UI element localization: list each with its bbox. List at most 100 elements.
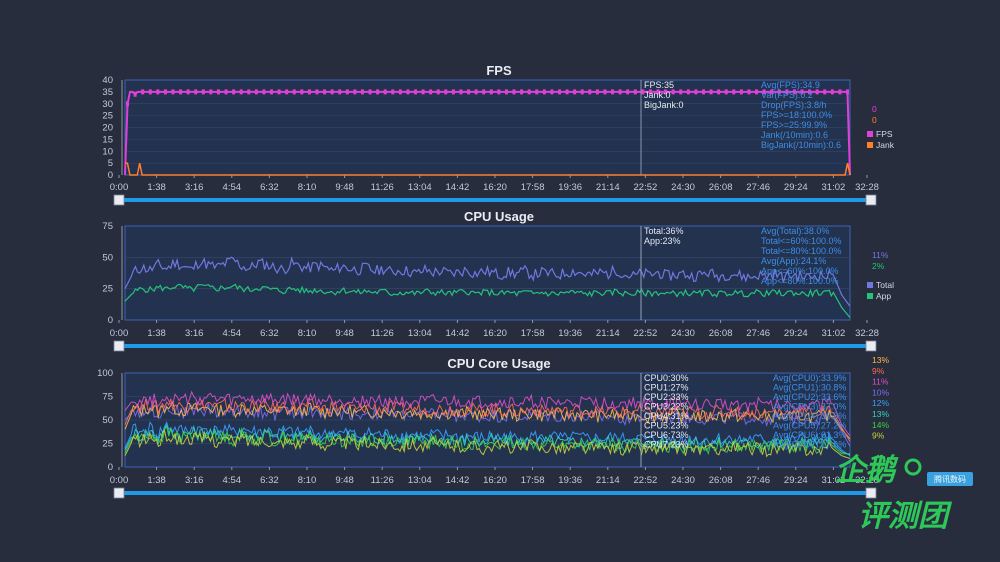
y-tick-label: 15 [102, 134, 113, 145]
fps-point [603, 89, 607, 95]
fps-point [664, 89, 668, 95]
x-tick-label: 24:30 [671, 475, 695, 486]
fps-point [338, 89, 342, 95]
core-slider-handle-left[interactable] [113, 487, 125, 499]
fps-point [201, 89, 205, 95]
x-tick-label: 6:32 [260, 182, 279, 193]
fps-point [777, 89, 781, 95]
cpu-slider-handle-left[interactable] [113, 340, 125, 352]
fps-stat-var: Var(FPS):0.2 [761, 90, 813, 100]
x-tick-label: 19:36 [558, 182, 582, 193]
fps-point [671, 89, 675, 95]
cpu-slider-handle-right[interactable] [865, 340, 877, 352]
cpu-usage-plot-area [124, 225, 851, 321]
y-tick-label: 0 [108, 462, 113, 473]
x-tick-label: 9:48 [335, 328, 354, 339]
core-stat-label: Avg(CPU5):27.2% [773, 421, 846, 431]
core-stat-label: Avg(CPU1):30.8% [773, 383, 846, 393]
fps-point [194, 89, 198, 95]
fps-point [808, 89, 812, 95]
fps-series-line [124, 90, 851, 176]
app-legend-swatch [867, 293, 873, 299]
core-cursor-label: CPU7:23% [644, 440, 689, 450]
x-tick-label: 14:42 [446, 475, 470, 486]
y-tick-label: 25 [102, 284, 113, 295]
x-tick-label: 16:20 [483, 328, 507, 339]
cpu-stat-avg-total: Avg(Total):38.0% [761, 226, 829, 236]
fps-slider-handle-right[interactable] [865, 194, 877, 206]
x-tick-label: 27:46 [746, 328, 770, 339]
core-right-value: 12% [872, 398, 889, 408]
core-cursor-label: CPU0:30% [644, 373, 689, 383]
x-tick-label: 16:20 [483, 475, 507, 486]
fps-point [823, 89, 827, 95]
fps-point [451, 89, 455, 95]
fps-range-slider[interactable] [113, 194, 877, 206]
x-tick-label: 6:32 [260, 475, 279, 486]
cpu-usage-range-slider[interactable] [113, 340, 877, 352]
cpu-core-line-cpu1 [124, 397, 851, 442]
fps-point [179, 89, 183, 95]
fps-point [520, 89, 524, 95]
fps-slider-track[interactable] [120, 198, 872, 202]
fps-point [595, 89, 599, 95]
fps-point [262, 89, 266, 95]
fps-point [724, 89, 728, 95]
cpu-core-line-cpu7 [124, 429, 851, 459]
core-right-value: 14% [872, 420, 889, 430]
x-tick-label: 8:10 [298, 328, 317, 339]
cpu-right-value-total: 11% [872, 250, 889, 260]
cpu-usage-legend[interactable]: Total App [867, 280, 894, 301]
y-tick-label: 0 [108, 170, 113, 181]
x-tick-label: 1:38 [147, 182, 166, 193]
fps-point [216, 89, 220, 95]
fps-point [762, 89, 766, 95]
fps-point [626, 89, 630, 95]
x-tick-label: 13:04 [408, 182, 432, 193]
core-slider-handle-right[interactable] [865, 487, 877, 499]
fps-right-value-fps: 0 [872, 104, 877, 114]
fps-point [838, 89, 842, 95]
cpu-slider-track[interactable] [120, 344, 872, 348]
x-tick-label: 29:24 [784, 475, 808, 486]
cpu-legend-total[interactable]: Total [876, 280, 894, 290]
fps-point [285, 89, 289, 95]
cpu-legend-app[interactable]: App [876, 291, 891, 301]
gear-icon [904, 458, 922, 476]
cpu-stat-app-le60: App<=60%:100.0% [761, 266, 839, 276]
fps-stat-jank: Jank(/10min):0.6 [761, 130, 828, 140]
fps-point [656, 89, 660, 95]
x-tick-label: 9:48 [335, 475, 354, 486]
x-tick-label: 26:08 [709, 182, 733, 193]
fps-point [580, 89, 584, 95]
fps-point [800, 89, 804, 95]
cpu-core-range-slider[interactable] [113, 487, 877, 499]
fps-slider-handle-left[interactable] [113, 194, 125, 206]
fps-legend[interactable]: FPS Jank [867, 129, 895, 150]
fps-point [792, 89, 796, 95]
fps-cursor-jank: Jank:0 [644, 90, 671, 100]
fps-point [232, 89, 236, 95]
x-tick-label: 4:54 [223, 475, 242, 486]
y-tick-label: 0 [108, 315, 113, 326]
x-tick-label: 0:00 [110, 328, 129, 339]
fps-chart-title: FPS [486, 63, 512, 78]
fps-point [239, 89, 243, 95]
fps-point [141, 89, 145, 95]
fps-point [611, 89, 615, 95]
core-right-value: 9% [872, 431, 885, 441]
fps-point [391, 89, 395, 95]
x-tick-label: 17:58 [521, 328, 545, 339]
y-tick-label: 50 [102, 252, 113, 263]
cpu-core-y-axis: 0 25 50 75 100 [97, 368, 123, 473]
core-slider-track[interactable] [120, 491, 872, 495]
fps-point [398, 89, 402, 95]
fps-stats: Avg(FPS):34.9 Var(FPS):0.2 Drop(FPS):3.8… [761, 80, 841, 150]
fps-legend-fps[interactable]: FPS [876, 129, 893, 139]
fps-legend-jank[interactable]: Jank [876, 140, 895, 150]
fps-point [163, 89, 167, 95]
core-stat-label: Avg(CPU6):61.3% [773, 430, 846, 440]
fps-point [133, 91, 137, 97]
